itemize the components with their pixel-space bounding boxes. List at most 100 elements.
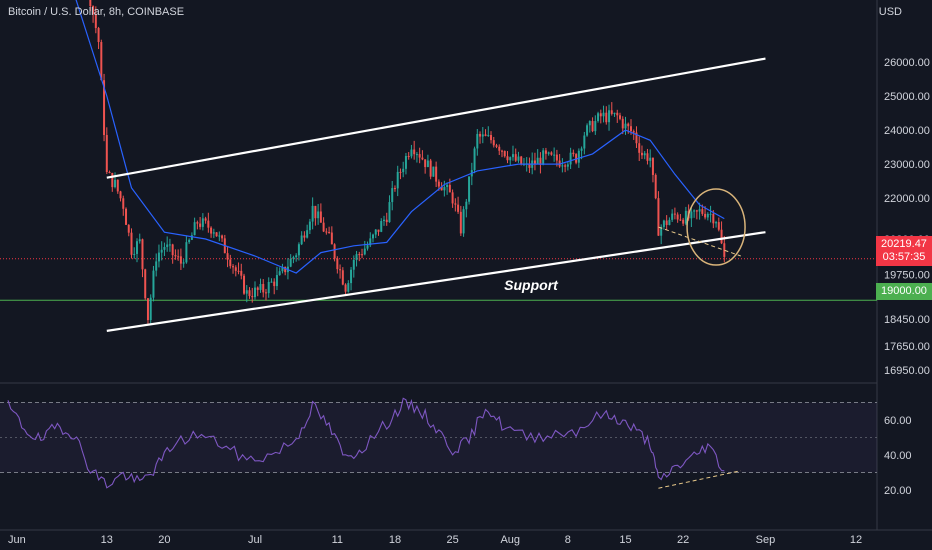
candle-body bbox=[146, 298, 149, 321]
candle-body bbox=[138, 239, 141, 242]
candle bbox=[256, 286, 259, 297]
candle-body bbox=[201, 218, 204, 227]
candle-body bbox=[586, 125, 589, 136]
candle bbox=[103, 73, 106, 142]
candle-body bbox=[514, 154, 517, 161]
candle bbox=[358, 251, 361, 262]
candle-body bbox=[583, 135, 586, 149]
candle-body bbox=[100, 42, 103, 81]
candle-body bbox=[270, 281, 273, 283]
candle bbox=[511, 145, 514, 161]
time-axis-tick: 20 bbox=[158, 534, 170, 546]
candle bbox=[210, 226, 213, 238]
candle-body bbox=[122, 198, 125, 209]
candle bbox=[717, 217, 720, 232]
candle bbox=[325, 228, 328, 235]
candle-body bbox=[369, 238, 372, 246]
candle-body bbox=[157, 252, 160, 262]
candle-body bbox=[651, 157, 654, 175]
candle-body bbox=[152, 270, 155, 298]
candle bbox=[635, 126, 638, 148]
candle bbox=[481, 127, 484, 144]
live-price-tag: 20219.47 03:57:35 bbox=[876, 236, 932, 266]
candle bbox=[254, 281, 256, 300]
candle bbox=[506, 151, 509, 164]
candle-body bbox=[426, 160, 429, 168]
candle-body bbox=[424, 159, 427, 168]
candle bbox=[566, 161, 569, 171]
candle bbox=[517, 151, 520, 163]
candle-body bbox=[484, 134, 487, 136]
candle bbox=[215, 232, 218, 237]
candle-body bbox=[635, 132, 638, 144]
candle bbox=[490, 131, 493, 144]
candle bbox=[684, 206, 687, 226]
candle bbox=[553, 147, 556, 162]
breakdown-dashed-line bbox=[658, 226, 741, 257]
candle-body bbox=[553, 154, 556, 156]
candle-body bbox=[372, 234, 375, 239]
candle bbox=[193, 217, 196, 236]
candle-body bbox=[116, 179, 119, 192]
candle-body bbox=[498, 146, 501, 151]
candle bbox=[347, 280, 350, 293]
candle bbox=[251, 287, 254, 303]
candle-body bbox=[706, 213, 709, 218]
candle-body bbox=[723, 243, 726, 257]
candle bbox=[179, 248, 182, 270]
candle bbox=[149, 294, 152, 325]
candle-body bbox=[273, 281, 276, 287]
candle-body bbox=[314, 205, 317, 219]
candle bbox=[333, 243, 336, 262]
candle-body bbox=[295, 255, 298, 258]
candle-body bbox=[542, 150, 545, 165]
candle bbox=[380, 218, 383, 233]
candle bbox=[632, 129, 635, 140]
candle-body bbox=[709, 213, 712, 215]
candle-body bbox=[520, 156, 523, 165]
candle-body bbox=[355, 254, 358, 260]
candle-body bbox=[624, 123, 627, 129]
candle-body bbox=[511, 154, 514, 158]
candle-body bbox=[632, 131, 635, 133]
candle bbox=[94, 6, 97, 34]
candle-body bbox=[210, 227, 213, 234]
candle bbox=[100, 39, 103, 81]
candle-body bbox=[613, 112, 616, 114]
candle bbox=[597, 111, 600, 123]
candle bbox=[157, 244, 160, 268]
candle bbox=[498, 144, 501, 156]
candle-body bbox=[319, 211, 322, 223]
candle bbox=[619, 112, 622, 121]
candle bbox=[715, 220, 718, 228]
candles-group bbox=[89, 0, 726, 326]
time-axis-tick: Sep bbox=[756, 534, 776, 546]
candle-body bbox=[536, 157, 539, 164]
candle bbox=[572, 149, 575, 157]
candle bbox=[599, 109, 602, 124]
candle-body bbox=[619, 115, 622, 119]
candle bbox=[503, 150, 506, 158]
candle-body bbox=[468, 176, 471, 202]
rsi-axis-tick: 40.00 bbox=[884, 450, 912, 462]
candle bbox=[377, 229, 380, 236]
candle bbox=[204, 216, 207, 224]
candle bbox=[720, 221, 723, 245]
candle-body bbox=[608, 110, 611, 123]
candle bbox=[421, 150, 424, 161]
candle-body bbox=[643, 153, 646, 156]
candle-body bbox=[339, 269, 342, 271]
candle-body bbox=[336, 258, 339, 270]
candle bbox=[448, 178, 451, 193]
candle bbox=[289, 254, 292, 268]
candle bbox=[407, 152, 410, 160]
candle bbox=[673, 207, 676, 220]
candle bbox=[514, 148, 517, 162]
candle-body bbox=[237, 270, 240, 272]
candle bbox=[328, 226, 331, 234]
candle-body bbox=[459, 211, 462, 234]
candle-body bbox=[259, 283, 262, 290]
candle-body bbox=[215, 232, 218, 237]
candle-body bbox=[599, 113, 602, 117]
